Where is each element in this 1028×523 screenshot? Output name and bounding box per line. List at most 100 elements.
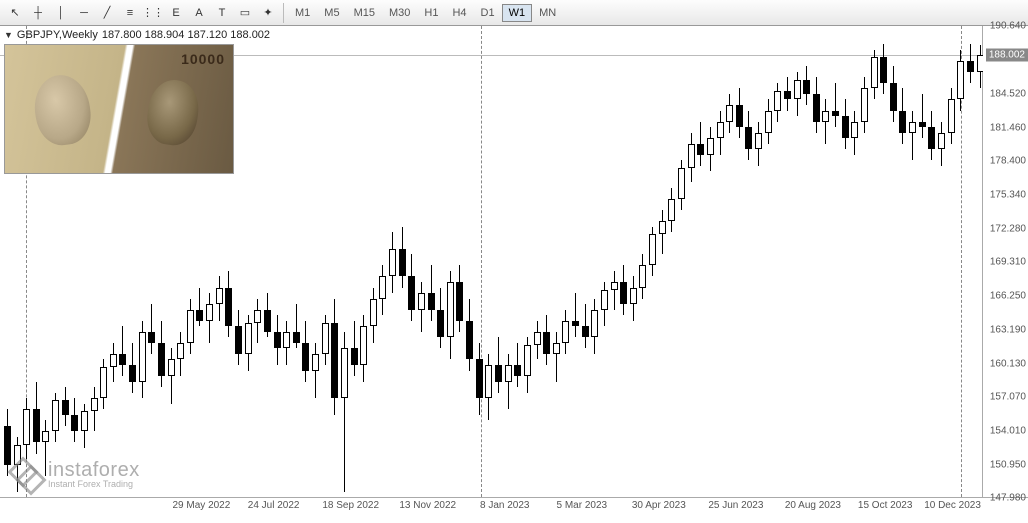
candlestick [62,387,69,426]
separator [283,3,284,23]
x-tick-label: 10 Dec 2023 [924,500,981,511]
candlestick [928,111,935,161]
y-tick-label: 163.190 [990,324,1026,335]
candlestick [225,271,232,337]
timeframe-m30-button[interactable]: M30 [382,4,417,22]
timeframe-mn-button[interactable]: MN [532,4,563,22]
candlestick [851,111,858,155]
candlestick [794,72,801,116]
candlestick [678,160,685,210]
candlestick [919,94,926,138]
y-tick-label: 147.980 [990,493,1026,504]
candlestick [639,254,646,298]
candlestick [601,282,608,326]
candlestick [899,88,906,143]
candlestick [399,227,406,288]
candlestick [938,122,945,166]
fibo-tool-button[interactable]: ⋮⋮ [142,3,164,23]
candlestick [572,293,579,337]
current-price-badge: 188.002 [986,49,1028,62]
candlestick [168,348,175,403]
instaforex-logo-icon [8,457,42,491]
chart-area: ▼ GBPJPY,Weekly 187.800 188.904 187.120 … [0,26,1028,523]
candlestick [909,111,916,161]
candlestick [428,265,435,320]
candlestick [880,44,887,94]
trendline-tool-button[interactable]: ╱ [96,3,118,23]
timeframe-m15-button[interactable]: M15 [347,4,382,22]
candlestick [890,66,897,121]
yen-denomination: 10000 [181,51,225,67]
timeframe-h1-button[interactable]: H1 [417,4,445,22]
x-axis: 29 May 202224 Jul 202218 Sep 202213 Nov … [0,498,983,523]
candlestick [630,276,637,320]
candlestick [71,398,78,442]
candlestick [871,50,878,100]
y-tick-label: 154.010 [990,426,1026,437]
timeframe-d1-button[interactable]: D1 [474,4,502,22]
candlestick [717,111,724,155]
candlestick [697,122,704,166]
candlestick [437,288,444,349]
candlestick [360,315,367,381]
timeframe-w1-button[interactable]: W1 [502,4,533,22]
y-tick-label: 157.070 [990,392,1026,403]
candlestick [177,332,184,376]
candlestick [774,83,781,122]
candlestick [351,321,358,376]
crosshair-tool-button[interactable]: ┼ [27,3,49,23]
text-sub-tool-button[interactable]: E [165,3,187,23]
candlestick [196,288,203,327]
candlestick [341,332,348,492]
shapes-tool-button[interactable]: ▭ [234,3,256,23]
watermark-brand: instaforex [48,460,140,480]
candlestick [245,315,252,370]
candlestick [119,326,126,376]
candlestick [534,321,541,360]
candlestick [466,299,473,371]
chart-main[interactable]: ▼ GBPJPY,Weekly 187.800 188.904 187.120 … [0,26,983,498]
candlestick [322,315,329,365]
vline-tool-button[interactable]: │ [50,3,72,23]
timeframe-m5-button[interactable]: M5 [317,4,346,22]
candlestick [302,321,309,382]
hline-tool-button[interactable]: ─ [73,3,95,23]
candlestick [100,359,107,409]
y-tick-label: 166.250 [990,290,1026,301]
candlestick [129,343,136,393]
candlestick [206,293,213,343]
candlestick [765,99,772,143]
candlestick [591,299,598,354]
candlestick [659,210,666,254]
text-edit-tool-button[interactable]: T [211,3,233,23]
timeframe-h4-button[interactable]: H4 [445,4,473,22]
candlestick [755,122,762,166]
candlestick [736,88,743,138]
candlestick [23,398,30,459]
candlestick [784,77,791,110]
candlestick [668,188,675,232]
x-tick-label: 13 Nov 2022 [399,500,456,511]
timeframe-m1-button[interactable]: M1 [288,4,317,22]
candlestick [582,304,589,348]
chart-info: ▼ GBPJPY,Weekly 187.800 188.904 187.120 … [4,29,270,41]
candlestick [495,337,502,392]
candlestick [312,343,319,398]
candlestick [187,299,194,354]
objects-tool-button[interactable]: ✦ [257,3,279,23]
candlestick [293,304,300,348]
y-tick-label: 190.640 [990,21,1026,32]
text-tool-button[interactable]: A [188,3,210,23]
toolbar: ↖┼│─╱≡⋮⋮EAT▭✦ M1M5M15M30H1H4D1W1MN [0,0,1028,26]
cursor-tool-button[interactable]: ↖ [4,3,26,23]
x-tick-label: 15 Oct 2023 [858,500,912,511]
candlestick [813,77,820,132]
candlestick [81,404,88,448]
channel-tool-button[interactable]: ≡ [119,3,141,23]
y-tick-label: 178.400 [990,156,1026,167]
candlestick [283,321,290,365]
candlestick [408,254,415,320]
candlestick [688,133,695,183]
y-tick-label: 150.950 [990,460,1026,471]
dropdown-arrow-icon[interactable]: ▼ [4,30,13,40]
